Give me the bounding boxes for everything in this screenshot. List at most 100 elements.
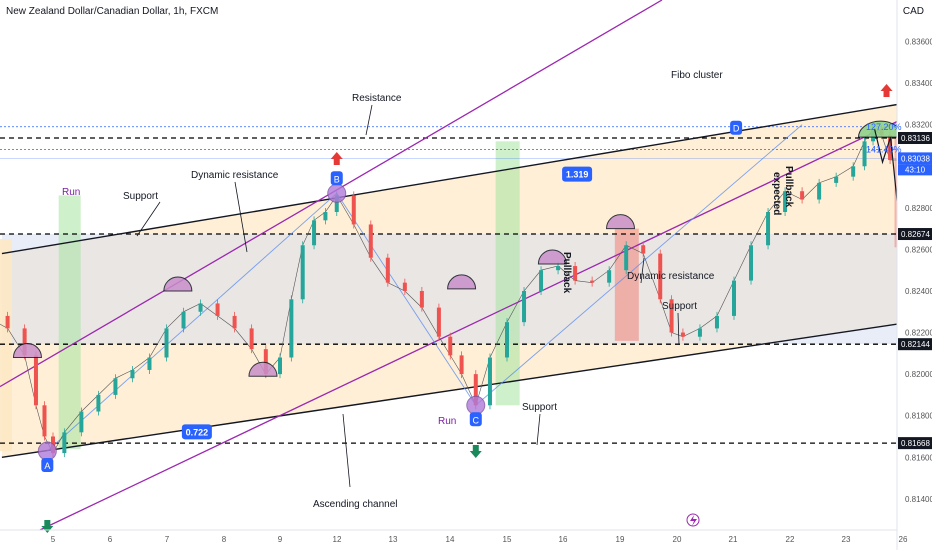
y-tick-label: 0.83200 xyxy=(905,121,932,130)
countdown-text: 43:10 xyxy=(905,165,926,174)
candle xyxy=(573,266,578,281)
resistance-level-tag xyxy=(898,132,932,145)
candle xyxy=(79,411,84,433)
x-tick-label: 22 xyxy=(786,535,795,544)
candle xyxy=(289,299,294,358)
candle xyxy=(181,311,186,329)
candle xyxy=(862,141,867,167)
label-run-right: Run xyxy=(438,416,456,427)
current-price-tag-text: 0.83038 xyxy=(901,154,930,163)
pivot-badge-b xyxy=(330,171,343,186)
y-tick-label: 0.81600 xyxy=(905,453,932,462)
candle xyxy=(62,432,67,454)
arc-marker-3 xyxy=(447,274,477,290)
candle xyxy=(312,220,317,246)
label-dynamic-resistance-right: Dynamic resistance xyxy=(627,271,715,282)
candle xyxy=(385,257,390,283)
arc-marker-0 xyxy=(12,343,42,358)
candle xyxy=(419,290,424,308)
candle xyxy=(351,195,356,225)
x-tick-label: 14 xyxy=(446,535,455,544)
channel-bottom-line xyxy=(1,318,932,458)
candle xyxy=(487,357,492,406)
candle xyxy=(522,290,527,323)
x-tick-label: 21 xyxy=(729,535,738,544)
low-level-tag xyxy=(898,437,932,450)
candle xyxy=(714,315,719,329)
candle xyxy=(164,328,169,358)
abcd-leg-0 xyxy=(47,192,338,452)
arc-marker-1 xyxy=(163,276,193,292)
y-tick-label: 0.82000 xyxy=(905,370,932,379)
candle xyxy=(198,303,203,312)
run-zone-right xyxy=(495,141,520,406)
x-tick-label: 20 xyxy=(673,535,682,544)
candle xyxy=(249,328,254,350)
leader-line-6 xyxy=(640,257,645,284)
pattern-marks: A B C D 1.319 0.722 xyxy=(12,84,904,533)
projection-path xyxy=(873,128,902,235)
left-band xyxy=(0,239,12,452)
label-pullback-expected-1: Pullback xyxy=(783,166,794,208)
x-tick-label: 13 xyxy=(389,535,398,544)
pivot-label-c: C xyxy=(473,415,480,425)
candle xyxy=(851,166,856,177)
arc-marker-4 xyxy=(537,249,567,265)
fib-label-1: 141.40% xyxy=(866,145,902,155)
ratio-box-1 xyxy=(181,424,212,440)
candle xyxy=(232,315,237,329)
leader-line-2 xyxy=(234,181,248,253)
leader-line-0 xyxy=(365,104,373,136)
candle xyxy=(300,245,305,300)
ratio-label-0: 1.319 xyxy=(566,170,589,180)
candle xyxy=(680,332,685,337)
leader-line-3 xyxy=(342,413,351,488)
x-tick-label: 12 xyxy=(333,535,342,544)
low-level-tag-text: 0.81668 xyxy=(901,439,930,448)
ratio-box-0 xyxy=(562,166,593,182)
annotations: Resistance Support Dynamic resistance Fibo … xyxy=(62,70,902,510)
x-tick-label: 9 xyxy=(278,535,283,544)
candle xyxy=(607,270,612,283)
x-tick-label: 7 xyxy=(165,535,170,544)
countdown-tag xyxy=(898,164,932,176)
candle xyxy=(278,357,282,375)
arrow-down-b xyxy=(330,152,343,165)
candle xyxy=(5,315,10,329)
candle xyxy=(800,191,805,200)
candle xyxy=(459,355,464,375)
support-level-tag xyxy=(898,338,932,351)
candle xyxy=(669,299,674,333)
candle xyxy=(590,280,595,283)
candle xyxy=(834,176,839,183)
candle xyxy=(22,328,27,356)
y-tick-label: 0.82400 xyxy=(905,287,932,296)
abcd-leg-2 xyxy=(475,124,803,406)
candle xyxy=(33,355,38,406)
label-pullback-expected-2: expected xyxy=(771,172,782,215)
candle xyxy=(334,195,339,212)
current-price-tag xyxy=(898,152,932,165)
mid-level-tag-text: 0.82674 xyxy=(901,230,930,239)
arrow-up-a xyxy=(41,520,54,533)
candle xyxy=(130,369,135,379)
fib-label-0: 127.20% xyxy=(866,122,902,132)
y-tick-label: 0.83600 xyxy=(905,38,932,47)
label-dynamic-resistance-top: Dynamic resistance xyxy=(191,170,279,181)
candle xyxy=(732,280,736,316)
candle xyxy=(556,266,561,271)
x-tick-label: 5 xyxy=(51,535,56,544)
label-resistance: Resistance xyxy=(352,93,402,104)
run-zone-left xyxy=(58,195,81,449)
candle xyxy=(448,336,453,356)
y-tick-label: 0.81800 xyxy=(905,412,932,421)
candle xyxy=(783,191,788,212)
ratio-label-1: 0.722 xyxy=(186,427,209,437)
pivot-label-a: A xyxy=(44,461,50,471)
price-path xyxy=(0,128,899,454)
candle xyxy=(766,212,771,246)
leader-line-4 xyxy=(536,413,541,446)
label-fibo-cluster: Fibo cluster xyxy=(671,70,723,81)
